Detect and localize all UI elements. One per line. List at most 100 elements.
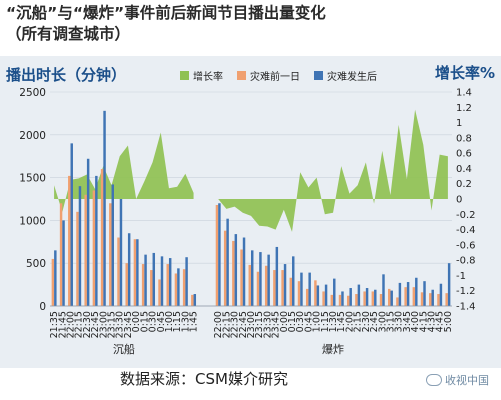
- x-tick-label: 1:15: [172, 311, 183, 332]
- x-tick-label: 23:30: [262, 311, 273, 338]
- x-tick-label: 1:15: [320, 311, 331, 332]
- bar-before: [100, 169, 104, 306]
- bar-after: [382, 274, 385, 306]
- x-tick-label: 2:30: [361, 311, 372, 332]
- bar-before: [264, 265, 268, 306]
- bar-before: [125, 263, 128, 306]
- x-tick-label: 23:45: [123, 311, 134, 338]
- bar-before: [109, 203, 112, 306]
- bar-after: [185, 257, 188, 306]
- bar-before: [51, 258, 55, 306]
- y-axis-title-left: 播出时长（分钟）: [6, 66, 127, 84]
- x-tick-label: 1:00: [312, 311, 323, 332]
- x-tick-label: 0:15: [139, 311, 150, 332]
- x-tick-label: 22:45: [238, 311, 249, 338]
- watermark: 收视中国: [426, 372, 489, 388]
- x-tick-label: 0:00: [279, 311, 290, 332]
- bar-before: [191, 294, 194, 306]
- y2-tick-label: -0.6: [456, 240, 476, 251]
- y2-tick-label: 0.2: [456, 179, 472, 190]
- bar-before: [223, 230, 227, 306]
- bar-after: [439, 283, 443, 306]
- title-line-1: “沉船”与“爆炸”事件前后新闻节目播出量变化: [6, 4, 326, 22]
- bar-before: [412, 287, 416, 306]
- bar-after: [242, 237, 246, 306]
- x-tick-label: 3:45: [402, 311, 413, 332]
- growth-area-sinking: [54, 132, 194, 212]
- x-tick-label: 0:30: [148, 311, 159, 332]
- x-tick-label: 23:00: [98, 311, 109, 338]
- y2-tick-label: 1.2: [456, 103, 472, 114]
- bar-after: [259, 252, 262, 306]
- bar-before: [256, 271, 260, 306]
- bar-before: [429, 293, 432, 306]
- bar-after: [177, 268, 180, 306]
- bar-before: [355, 294, 358, 306]
- growth-area-explosion: [218, 109, 448, 232]
- bar-before: [346, 295, 350, 306]
- legend-label-after: 灾难发生后: [327, 72, 377, 83]
- bar-before: [371, 291, 375, 306]
- group-label: 爆炸: [322, 342, 344, 356]
- y-tick-label: 2500: [19, 87, 46, 99]
- bar-after: [168, 258, 172, 306]
- bar-after: [234, 234, 238, 306]
- bar-before: [314, 280, 317, 306]
- x-tick-label: 0:45: [156, 311, 167, 332]
- bar-after: [160, 256, 164, 306]
- x-tick-label: 22:45: [90, 311, 101, 338]
- bar-before: [141, 264, 145, 306]
- x-tick-label: 2:00: [344, 311, 355, 332]
- x-tick-label: 2:45: [369, 311, 380, 332]
- bar-after: [127, 233, 131, 306]
- x-tick-label: 23:15: [254, 311, 265, 338]
- y2-tick-label: -0.4: [456, 225, 476, 236]
- y2-tick-label: -1: [456, 271, 466, 282]
- x-tick-label: 22:30: [82, 311, 93, 338]
- bar-before: [420, 292, 424, 306]
- x-tick-label: 23:30: [115, 311, 126, 338]
- bar-before: [338, 294, 342, 306]
- bar-before: [248, 264, 251, 306]
- y-tick-label: 500: [26, 258, 46, 270]
- bar-after: [423, 281, 426, 306]
- y2-tick-label: 0.6: [456, 149, 472, 160]
- bar-after: [341, 291, 344, 306]
- legend-swatch-before: [237, 71, 246, 80]
- y2-tick-label: 0: [456, 195, 462, 206]
- bar-after: [374, 289, 377, 306]
- y-tick-label: 1500: [19, 173, 46, 185]
- bar-after: [70, 143, 73, 306]
- bar-after: [365, 288, 369, 306]
- x-tick-label: 4:30: [426, 311, 437, 332]
- x-tick-label: 5:00: [443, 311, 454, 332]
- bar-after: [398, 282, 402, 306]
- group-label: 沉船: [113, 342, 135, 356]
- x-tick-label: 3:15: [385, 311, 396, 332]
- x-tick-label: 23:15: [107, 311, 118, 338]
- bar-before: [92, 190, 96, 306]
- bar-before: [215, 204, 219, 306]
- y-tick-label: 2000: [19, 130, 46, 142]
- x-tick-label: 22:15: [74, 311, 85, 338]
- x-tick-label: 4:00: [410, 311, 421, 332]
- y2-tick-label: -0.2: [456, 210, 476, 221]
- bar-before: [404, 287, 407, 306]
- x-tick-label: 21:45: [57, 311, 68, 338]
- bar-before: [150, 270, 153, 306]
- x-tick-label: 0:15: [287, 311, 298, 332]
- bar-after: [292, 256, 295, 306]
- watermark-text: 收视中国: [445, 374, 489, 387]
- x-tick-label: 0:00: [131, 311, 142, 332]
- bar-after: [136, 239, 139, 306]
- y2-tick-label: 1.4: [456, 88, 472, 99]
- y-tick-label: 0: [39, 301, 46, 313]
- bar-before: [322, 291, 325, 306]
- legend-item-after: 灾难发生后: [314, 68, 377, 83]
- bar-after: [54, 250, 57, 306]
- x-tick-label: 1:45: [336, 311, 347, 332]
- bar-after: [193, 294, 197, 306]
- bar-before: [232, 240, 235, 306]
- y-tick-label: 1000: [19, 215, 46, 227]
